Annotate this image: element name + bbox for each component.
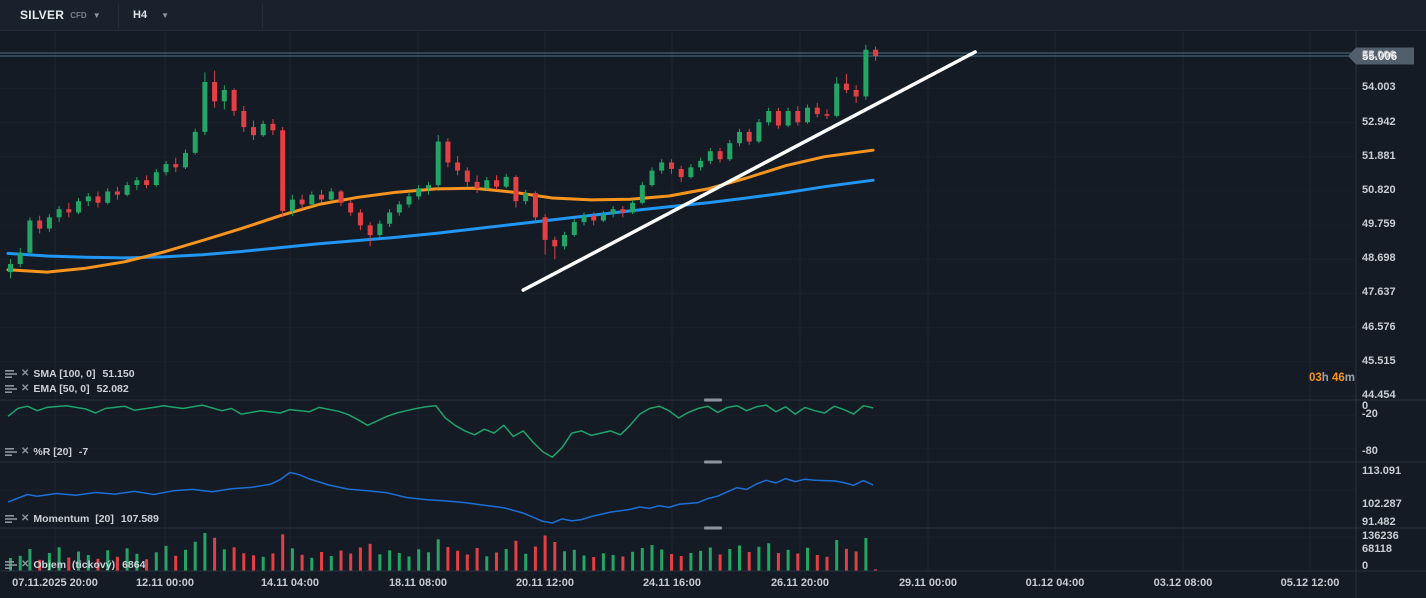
candle-countdown: 03h 46m bbox=[1270, 372, 1355, 384]
indicator-settings-icon[interactable] bbox=[4, 369, 17, 380]
time-axis-label: 12.11 00:00 bbox=[135, 577, 195, 589]
time-axis-label: 18.11 08:00 bbox=[388, 577, 448, 589]
indicator-value: 51.150 bbox=[102, 368, 135, 380]
trendline[interactable] bbox=[521, 50, 977, 292]
indicator-value: 6864 bbox=[122, 559, 146, 571]
indicator-name: Objem (tickový) bbox=[33, 559, 116, 571]
price-tick-label: 44.454 bbox=[1362, 389, 1396, 401]
time-axis-label: 01.12 04:00 bbox=[1025, 577, 1085, 589]
indicator-settings-icon[interactable] bbox=[4, 447, 17, 458]
time-axis-label: 14.11 04:00 bbox=[260, 577, 320, 589]
indicator-name: %R [20] bbox=[33, 446, 72, 458]
symbol-selector[interactable]: SILVER CFD ▼ bbox=[20, 0, 101, 30]
indicator-remove-icon[interactable]: ✕ bbox=[21, 559, 30, 570]
chart-topbar: SILVER CFD ▼ H4 ▼ bbox=[0, 0, 1426, 31]
time-axis-label: 07.11.2025 20:00 bbox=[12, 577, 98, 589]
indicator-name: EMA [50, 0] bbox=[33, 383, 90, 395]
price-axis[interactable]: 55.006 54.003 52.942 51.881 50.820 49.759 48.6… bbox=[1356, 30, 1426, 572]
volume-bars bbox=[9, 533, 878, 572]
countdown-hours-unit: h bbox=[1321, 372, 1329, 384]
indicator-remove-icon[interactable]: ✕ bbox=[21, 513, 30, 524]
candles-layer bbox=[8, 44, 879, 279]
pane-separators bbox=[0, 30, 1426, 598]
svg-text:55.006: 55.006 bbox=[1362, 51, 1397, 63]
topbar-divider bbox=[262, 4, 263, 28]
time-axis-label: 05.12 12:00 bbox=[1280, 577, 1340, 589]
indicator-value: -7 bbox=[78, 446, 89, 458]
timeframe-label: H4 bbox=[133, 9, 148, 21]
pane-resize-handle[interactable] bbox=[704, 460, 722, 464]
volume-tick-label: 68118 bbox=[1362, 543, 1392, 555]
countdown-minutes: 46 bbox=[1331, 372, 1345, 384]
symbol-name: SILVER bbox=[20, 8, 65, 22]
time-axis-label: 29.11 00:00 bbox=[898, 577, 958, 589]
price-tick-label: 50.820 bbox=[1362, 183, 1396, 196]
indicator-remove-icon[interactable]: ✕ bbox=[21, 446, 30, 457]
momentum-line bbox=[7, 471, 874, 524]
price-tick-label: 51.881 bbox=[1362, 149, 1396, 162]
current-price-tag: 55.006 bbox=[1348, 47, 1414, 65]
indicator-name: Momentum [20] bbox=[33, 513, 114, 525]
price-tick-label: 55.006 bbox=[1362, 49, 1396, 61]
timeframe-selector[interactable]: H4 ▼ bbox=[133, 0, 169, 30]
indicator-row: ✕ SMA [100, 0] 51.150 bbox=[4, 367, 135, 381]
time-axis-label: 26.11 20:00 bbox=[770, 577, 830, 589]
topbar-divider bbox=[118, 4, 119, 28]
time-axis[interactable]: 07.11.2025 20:00 12.11 00:00 14.11 04:00 18… bbox=[0, 571, 1426, 598]
momentum-tick-label: 91.482 bbox=[1362, 516, 1396, 528]
countdown-hours: 03 bbox=[1308, 372, 1322, 384]
momentum-tick-label: 113.091 bbox=[1362, 465, 1402, 477]
price-tick-label: 48.698 bbox=[1362, 252, 1396, 265]
wpr-tick-label: -80 bbox=[1362, 445, 1378, 457]
price-tick-label: 49.759 bbox=[1362, 218, 1396, 231]
pane-resize-handle[interactable] bbox=[704, 526, 722, 530]
indicator-row: ✕ Momentum [20] 107.589 bbox=[4, 512, 159, 526]
time-axis-label: 20.11 12:00 bbox=[515, 577, 575, 589]
indicator-value: 107.589 bbox=[120, 513, 159, 525]
indicator-row: ✕ Objem (tickový) 6864 bbox=[4, 558, 145, 572]
price-tick-label: 47.637 bbox=[1362, 286, 1396, 299]
indicator-settings-icon[interactable] bbox=[4, 384, 17, 395]
indicator-settings-icon[interactable] bbox=[4, 560, 17, 571]
wpr-tick-label: -20 bbox=[1362, 408, 1378, 420]
time-axis-label: 03.12 08:00 bbox=[1153, 577, 1213, 589]
volume-tick-label: 0 bbox=[1362, 560, 1369, 572]
wpr-line bbox=[7, 404, 874, 458]
time-axis-label: 24.11 16:00 bbox=[642, 577, 702, 589]
indicator-remove-icon[interactable]: ✕ bbox=[21, 383, 30, 394]
price-tick-label: 45.515 bbox=[1362, 354, 1396, 367]
indicator-value: 52.082 bbox=[96, 383, 129, 395]
price-tick-label: 52.942 bbox=[1362, 115, 1396, 128]
indicator-row: ✕ %R [20] -7 bbox=[4, 445, 88, 459]
indicator-settings-icon[interactable] bbox=[4, 514, 17, 525]
current-price-line bbox=[0, 52, 1356, 57]
indicator-row: ✕ EMA [50, 0] 52.082 bbox=[4, 382, 129, 396]
sma-line[interactable] bbox=[6, 178, 875, 260]
price-tick-label: 54.003 bbox=[1362, 81, 1396, 94]
wpr-tick-label: 0 bbox=[1362, 400, 1369, 412]
pane-resize-handle[interactable] bbox=[704, 398, 722, 402]
indicator-remove-icon[interactable]: ✕ bbox=[21, 368, 30, 379]
chevron-down-icon: ▼ bbox=[92, 11, 101, 20]
volume-tick-label: 136236 bbox=[1362, 530, 1399, 542]
chevron-down-icon: ▼ bbox=[161, 11, 169, 20]
countdown-minutes-unit: m bbox=[1344, 372, 1355, 384]
indicator-name: SMA [100, 0] bbox=[33, 368, 96, 380]
price-tick-label: 46.576 bbox=[1362, 320, 1396, 333]
symbol-market-type: CFD bbox=[70, 11, 87, 20]
momentum-tick-label: 102.287 bbox=[1362, 498, 1402, 510]
